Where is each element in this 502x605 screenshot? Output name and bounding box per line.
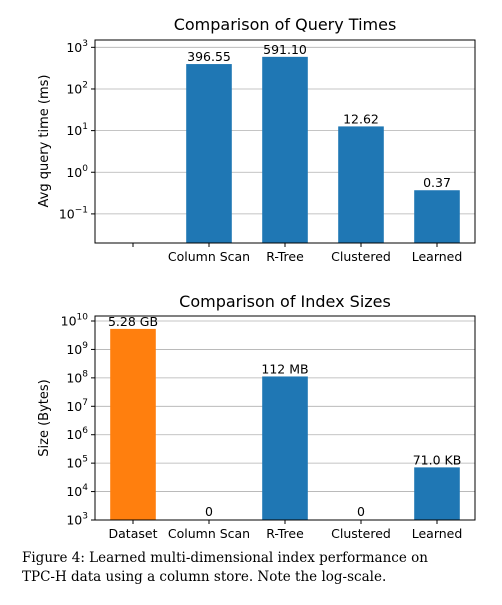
y-tick-label: 108 — [66, 369, 88, 385]
figure: Comparison of Query Times Avg query time… — [37, 15, 476, 541]
chart-title: Comparison of Index Sizes — [179, 292, 391, 311]
x-tick-label: Learned — [412, 249, 463, 264]
x-tick-label: Column Scan — [168, 526, 250, 541]
x-tick-label: R-Tree — [266, 249, 304, 264]
data-label: 5.28 GB — [108, 314, 158, 329]
data-labels: 396.55 591.10 12.62 0.37 — [187, 42, 451, 190]
query-times-chart: Comparison of Query Times Avg query time… — [37, 15, 476, 264]
y-tick-label: 104 — [66, 483, 88, 499]
data-label: 12.62 — [343, 111, 379, 126]
data-label: 591.10 — [263, 42, 307, 57]
caption-line: TPC-H data using a column store. Note th… — [22, 569, 387, 585]
bar — [414, 190, 460, 243]
y-tick-label: 101 — [66, 122, 88, 138]
y-tick-label: 109 — [66, 341, 88, 357]
data-label: 396.55 — [187, 49, 231, 64]
x-tick-label: Column Scan — [168, 249, 250, 264]
y-ticks: 103 104 105 106 107 108 109 1010 — [61, 313, 95, 528]
bar — [338, 126, 384, 243]
bar — [110, 328, 156, 520]
chart-title: Comparison of Query Times — [174, 15, 397, 34]
data-label: 0.37 — [423, 175, 451, 190]
x-tick-label: Clustered — [331, 249, 391, 264]
bars — [110, 328, 460, 520]
x-tick-label: R-Tree — [266, 526, 304, 541]
y-tick-label: 1010 — [61, 313, 89, 329]
y-tick-label: 102 — [66, 80, 88, 96]
x-tick-label: Learned — [412, 526, 463, 541]
y-ticks: 10−1 100 101 102 103 — [59, 39, 95, 221]
bar — [186, 64, 232, 243]
y-axis-label: Avg query time (ms) — [37, 75, 52, 208]
y-tick-label: 103 — [66, 512, 88, 528]
y-tick-label: 10−1 — [59, 205, 88, 221]
x-ticks: Column Scan R-Tree Clustered Learned — [132, 243, 463, 264]
y-axis-label: Size (Bytes) — [37, 379, 52, 456]
y-tick-label: 103 — [66, 39, 88, 55]
bars — [186, 56, 460, 243]
index-sizes-chart: Comparison of Index Sizes Size (Bytes) 1… — [37, 292, 476, 541]
data-label: 71.0 KB — [413, 452, 462, 467]
y-tick-label: 106 — [66, 426, 88, 442]
figure-caption: Figure 4: Learned multi-dimensional inde… — [22, 549, 492, 587]
x-tick-label: Dataset — [109, 526, 158, 541]
x-ticks: Dataset Column Scan R-Tree Clustered Learned — [109, 520, 463, 541]
y-tick-label: 107 — [66, 398, 88, 414]
y-tick-label: 105 — [66, 455, 88, 471]
data-labels: 5.28 GB 0 112 MB 0 71.0 KB — [108, 314, 461, 519]
x-tick-label: Clustered — [331, 526, 391, 541]
data-label: 0 — [357, 504, 365, 519]
data-label: 112 MB — [261, 361, 308, 376]
bar — [262, 376, 308, 520]
bar — [262, 56, 308, 243]
bar — [414, 467, 460, 520]
y-tick-label: 100 — [66, 164, 88, 180]
data-label: 0 — [205, 504, 213, 519]
caption-line: Figure 4: Learned multi-dimensional inde… — [22, 550, 428, 566]
